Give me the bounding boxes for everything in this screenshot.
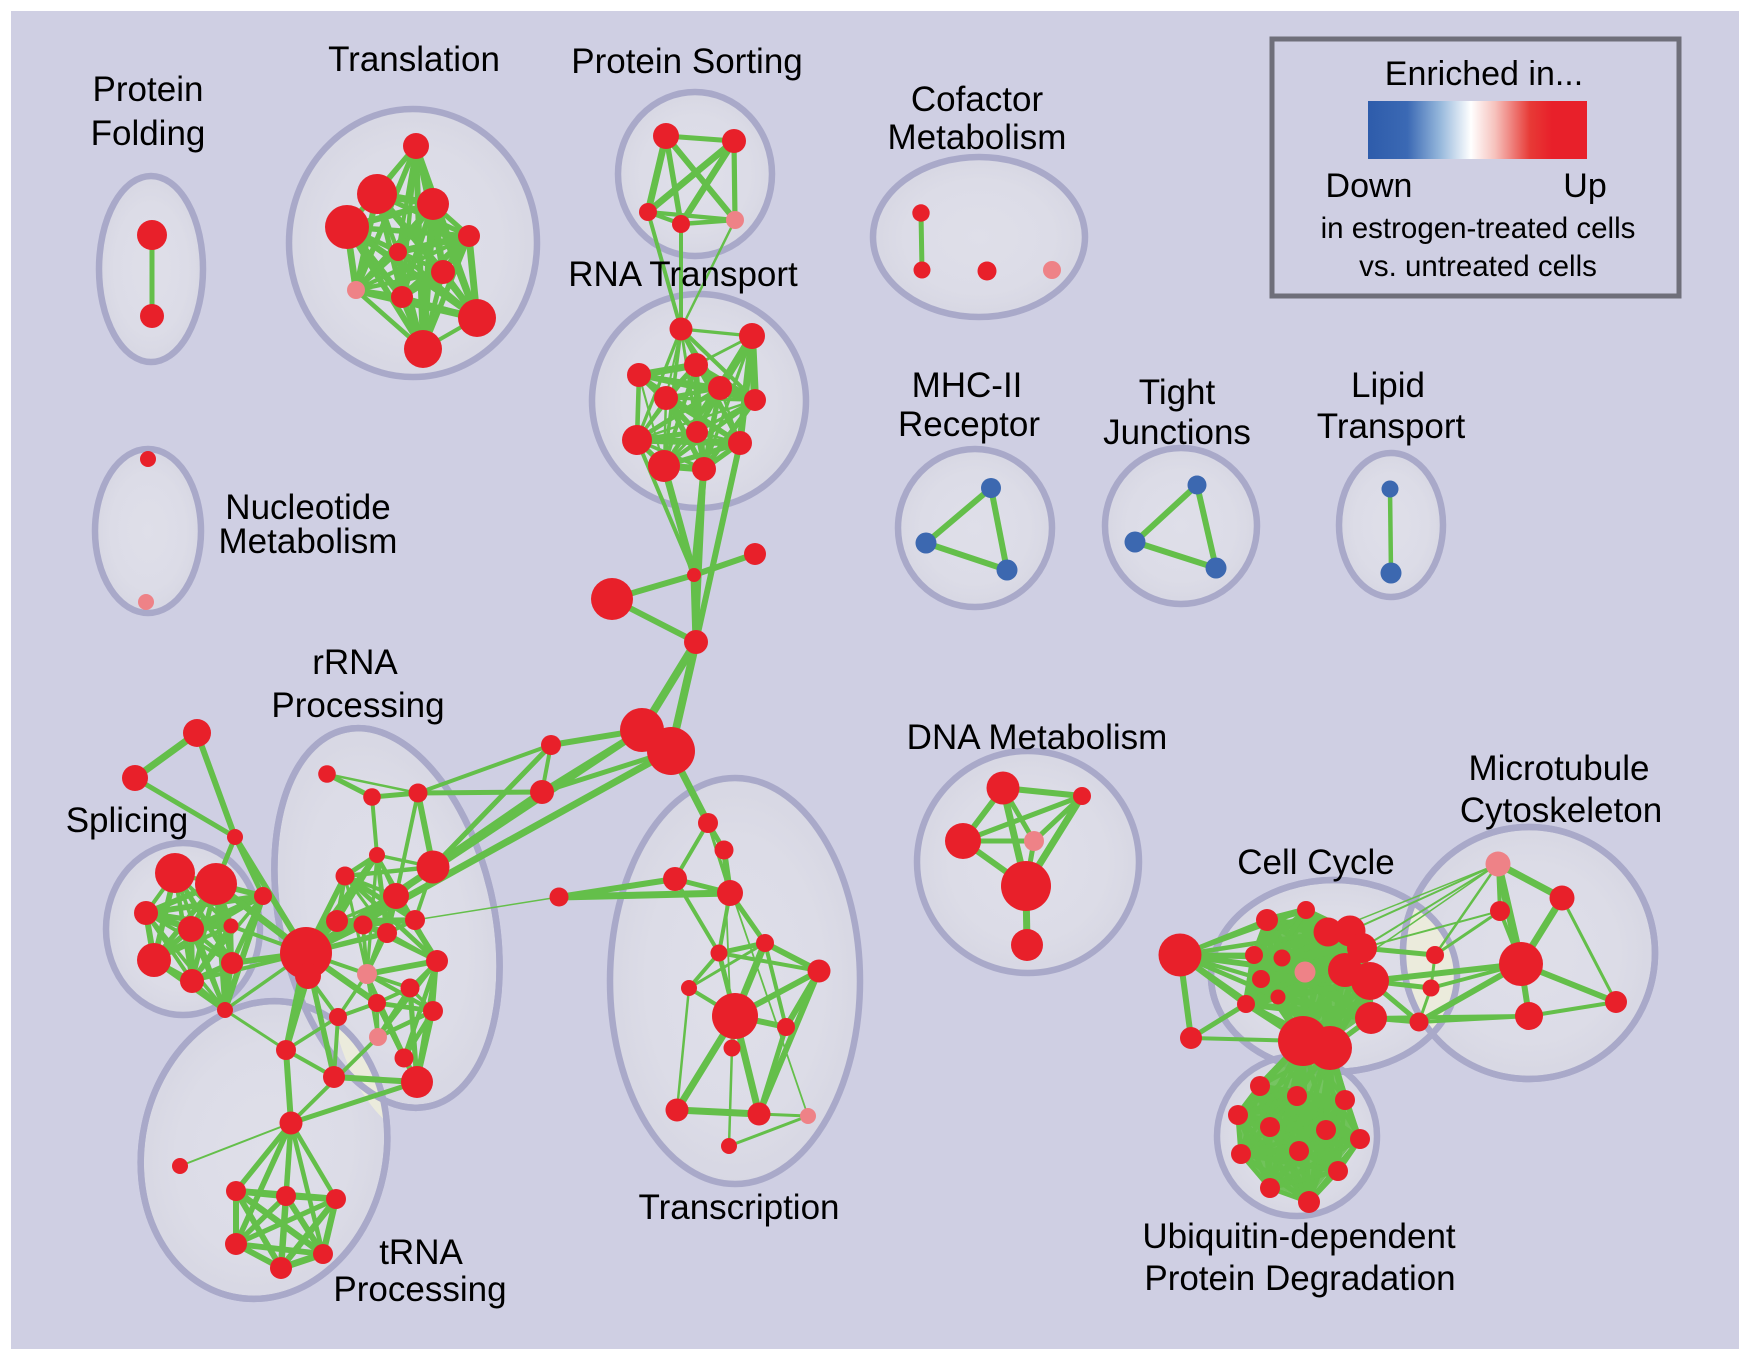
svg-text:rRNA: rRNA (312, 643, 398, 682)
svg-text:Junctions: Junctions (1103, 413, 1251, 452)
svg-text:Translation: Translation (328, 40, 500, 79)
svg-text:tRNA: tRNA (379, 1233, 463, 1272)
svg-text:DNA Metabolism: DNA Metabolism (907, 718, 1168, 757)
svg-text:vs. untreated cells: vs. untreated cells (1359, 250, 1597, 283)
svg-text:RNA Transport: RNA Transport (568, 255, 798, 294)
svg-text:Transport: Transport (1317, 407, 1466, 446)
svg-text:Transcription: Transcription (639, 1188, 840, 1227)
svg-text:Processing: Processing (271, 686, 444, 725)
svg-text:Protein Sorting: Protein Sorting (571, 42, 803, 81)
svg-text:Microtubule: Microtubule (1469, 749, 1650, 788)
svg-text:Processing: Processing (333, 1270, 506, 1309)
svg-text:Cofactor: Cofactor (911, 80, 1044, 119)
svg-text:MHC-II: MHC-II (912, 366, 1023, 405)
svg-text:Enriched in...: Enriched in... (1385, 55, 1583, 93)
svg-text:Nucleotide: Nucleotide (225, 488, 390, 527)
svg-text:Lipid: Lipid (1351, 366, 1425, 405)
svg-text:Metabolism: Metabolism (219, 522, 398, 561)
svg-text:Cytoskeleton: Cytoskeleton (1460, 791, 1662, 830)
svg-text:Up: Up (1563, 167, 1606, 205)
svg-text:Splicing: Splicing (66, 801, 189, 840)
svg-text:Protein Degradation: Protein Degradation (1144, 1259, 1455, 1298)
svg-text:Cell Cycle: Cell Cycle (1237, 843, 1395, 882)
svg-text:Metabolism: Metabolism (888, 118, 1067, 157)
svg-text:Protein: Protein (93, 70, 204, 109)
svg-text:in estrogen-treated cells: in estrogen-treated cells (1321, 212, 1636, 245)
svg-text:Receptor: Receptor (898, 405, 1040, 444)
svg-text:Down: Down (1326, 167, 1413, 205)
svg-text:Tight: Tight (1139, 373, 1216, 412)
svg-text:Ubiquitin-dependent: Ubiquitin-dependent (1142, 1217, 1456, 1256)
svg-text:Folding: Folding (91, 114, 206, 153)
